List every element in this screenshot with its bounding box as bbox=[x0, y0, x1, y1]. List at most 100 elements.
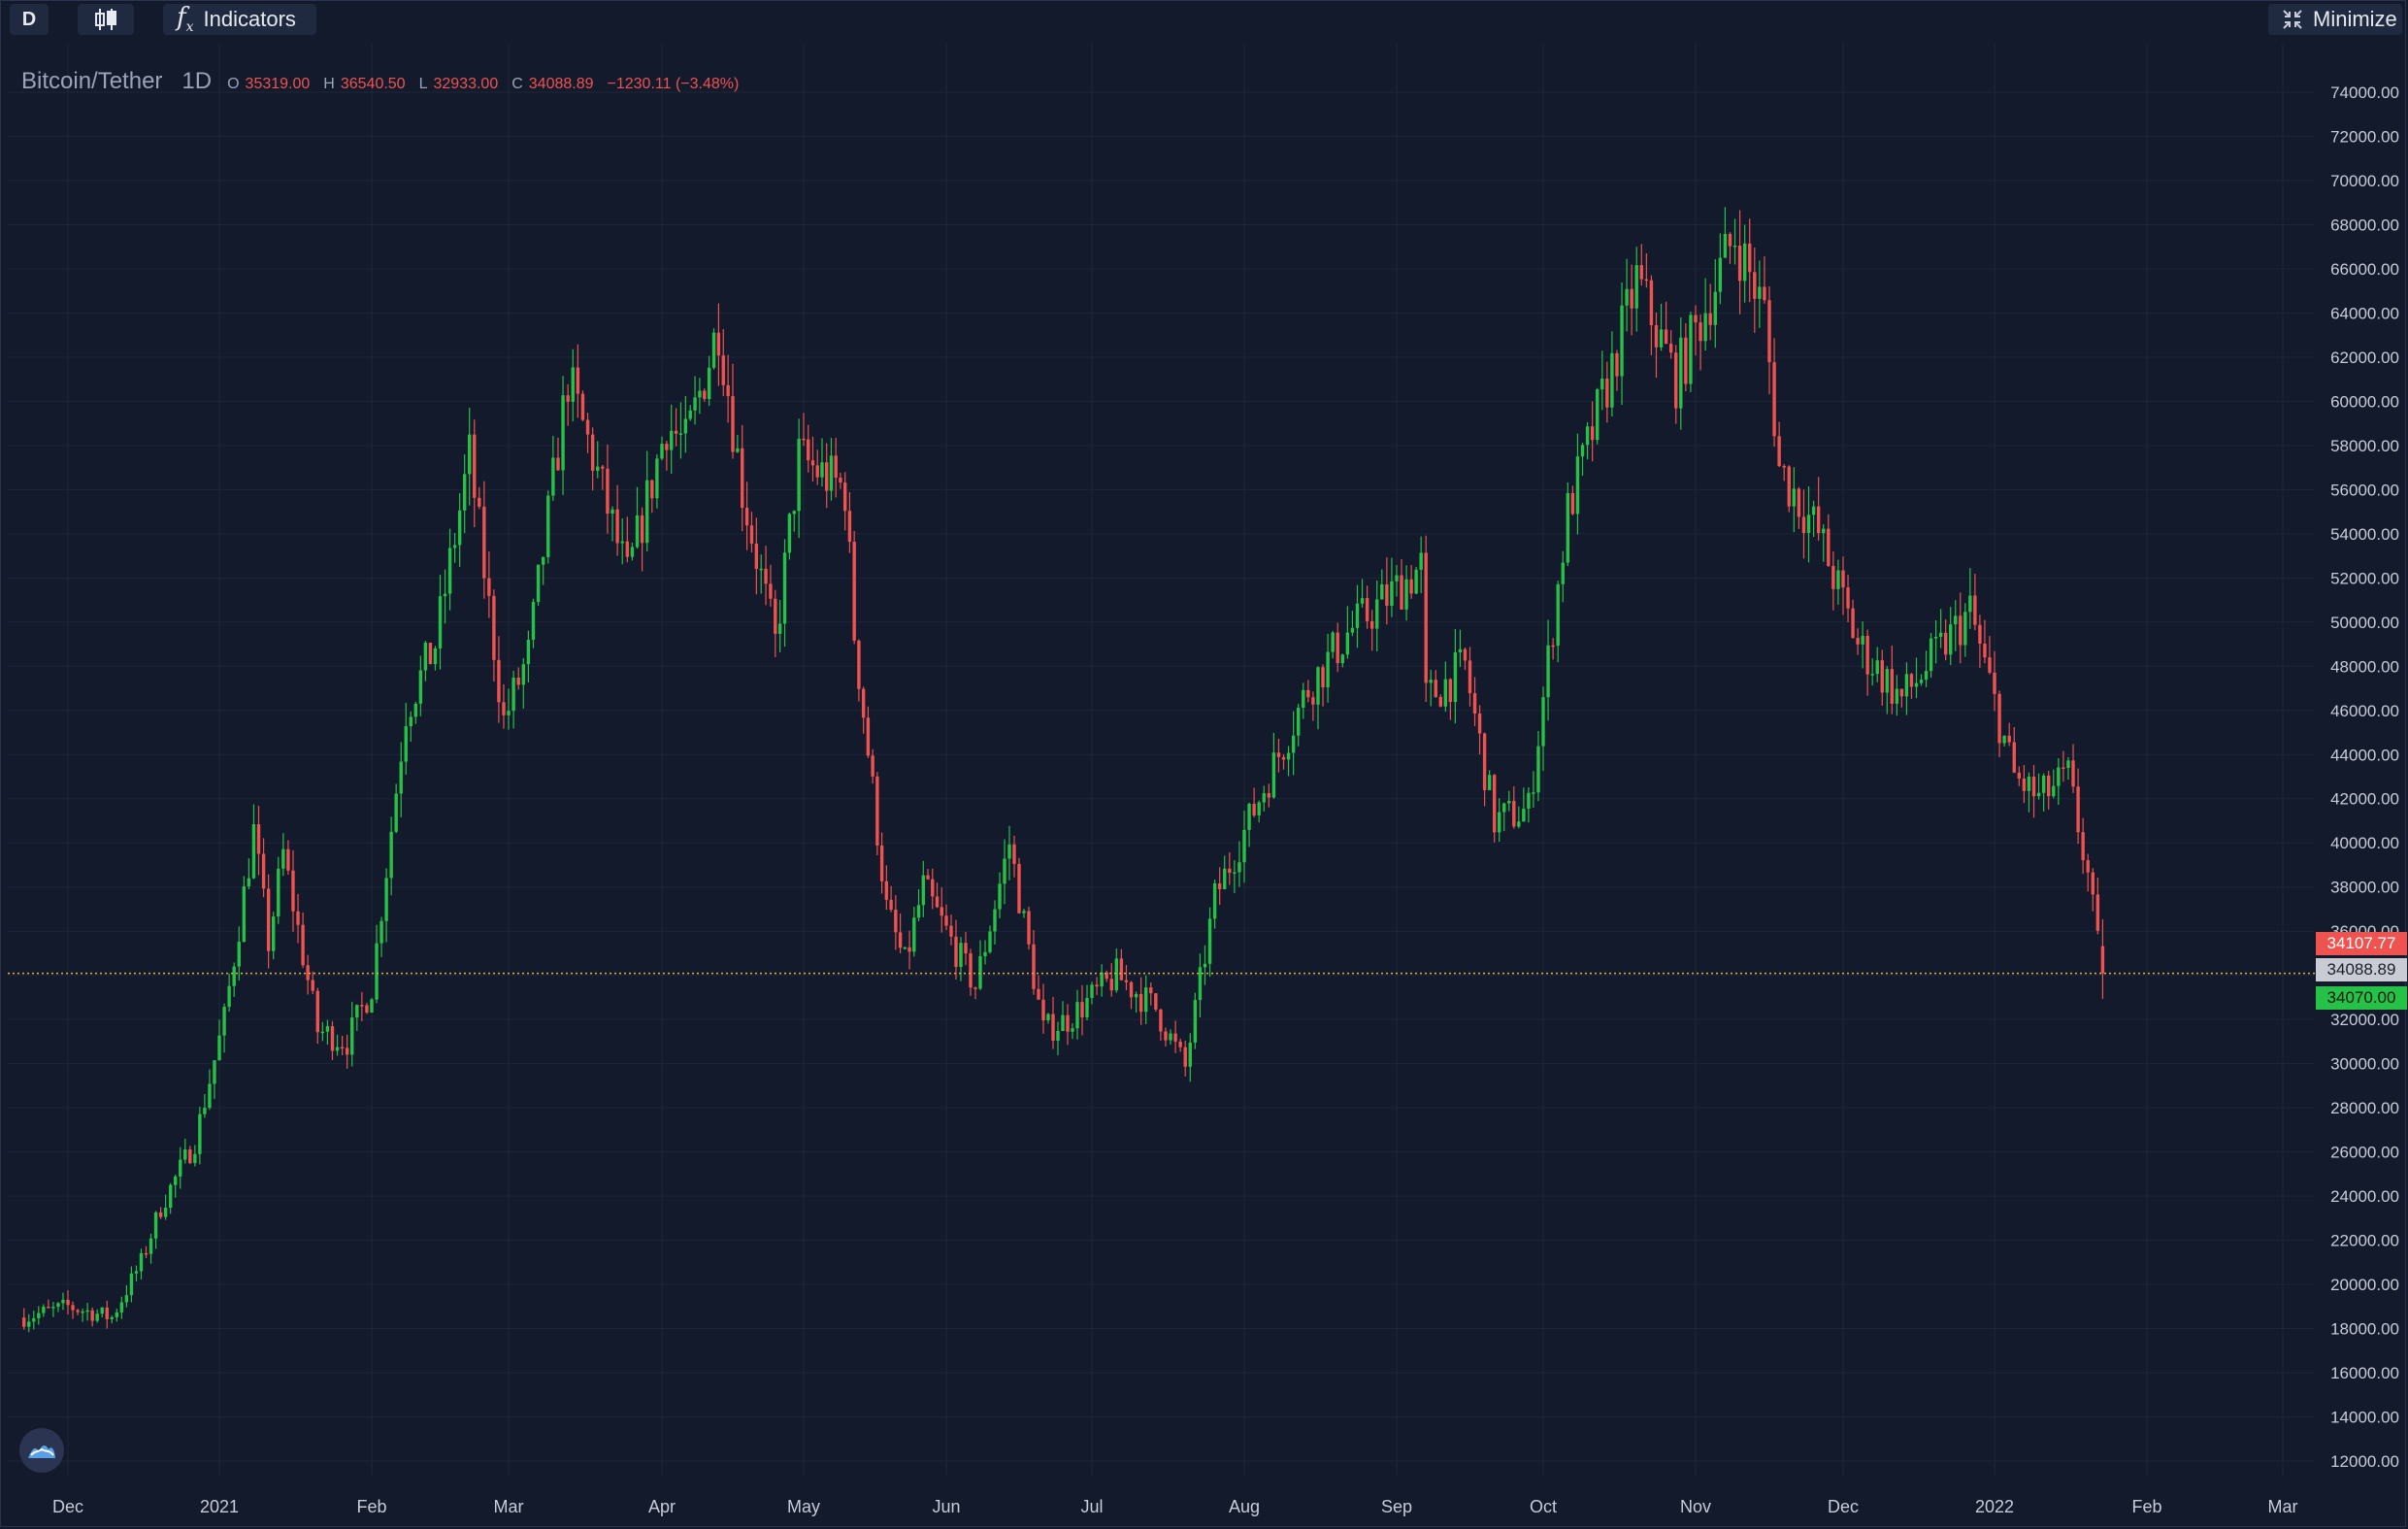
candle-body[interactable] bbox=[85, 1310, 89, 1313]
candle-body[interactable] bbox=[1963, 612, 1967, 646]
candle-body[interactable] bbox=[1836, 570, 1840, 589]
candle-body[interactable] bbox=[384, 878, 388, 921]
candle-body[interactable] bbox=[1522, 809, 1526, 822]
candle-body[interactable] bbox=[921, 875, 925, 906]
candle-body[interactable] bbox=[1154, 993, 1158, 1010]
candle-body[interactable] bbox=[1909, 674, 1914, 687]
candle-body[interactable] bbox=[423, 643, 428, 671]
candle-body[interactable] bbox=[478, 497, 481, 507]
candle-body[interactable] bbox=[1350, 627, 1355, 633]
candle-body[interactable] bbox=[51, 1307, 55, 1309]
candle-body[interactable] bbox=[1453, 652, 1458, 703]
candle-body[interactable] bbox=[179, 1159, 182, 1177]
candle-body[interactable] bbox=[1286, 752, 1291, 760]
candle-body[interactable] bbox=[139, 1252, 144, 1272]
candle-body[interactable] bbox=[1827, 528, 1831, 566]
candle-body[interactable] bbox=[916, 905, 921, 918]
candle-body[interactable] bbox=[1414, 569, 1418, 594]
candle-body[interactable] bbox=[227, 985, 231, 1008]
candle-body[interactable] bbox=[571, 367, 575, 402]
candle-body[interactable] bbox=[1257, 802, 1261, 815]
candle-body[interactable] bbox=[983, 951, 987, 957]
candle-body[interactable] bbox=[2041, 775, 2046, 793]
candle-body[interactable] bbox=[792, 511, 796, 515]
candle-body[interactable] bbox=[335, 1047, 340, 1051]
candle-body[interactable] bbox=[511, 677, 515, 712]
candle-body[interactable] bbox=[1988, 657, 1992, 673]
candle-body[interactable] bbox=[1914, 682, 1919, 687]
candle-body[interactable] bbox=[810, 460, 815, 466]
candle-body[interactable] bbox=[1659, 329, 1664, 348]
candle-body[interactable] bbox=[203, 1108, 207, 1114]
candle-body[interactable] bbox=[1949, 624, 1953, 655]
candle-body[interactable] bbox=[251, 824, 256, 879]
candle-body[interactable] bbox=[1203, 963, 1207, 968]
candle-body[interactable] bbox=[726, 384, 730, 397]
candle-body[interactable] bbox=[1856, 638, 1860, 645]
candle-body[interactable] bbox=[969, 953, 973, 988]
candle-body[interactable] bbox=[409, 716, 412, 727]
candle-body[interactable] bbox=[1271, 752, 1276, 798]
candle-body[interactable] bbox=[787, 514, 792, 553]
candle-body[interactable] bbox=[315, 990, 319, 1033]
candle-body[interactable] bbox=[1694, 315, 1698, 323]
candle-body[interactable] bbox=[2081, 832, 2085, 861]
candle-body[interactable] bbox=[1233, 872, 1237, 874]
candle-body[interactable] bbox=[198, 1114, 202, 1154]
candle-body[interactable] bbox=[340, 1047, 345, 1049]
candle-body[interactable] bbox=[1183, 1047, 1187, 1067]
candle-body[interactable] bbox=[1041, 999, 1045, 1021]
candle-body[interactable] bbox=[736, 448, 740, 452]
candle-body[interactable] bbox=[640, 515, 644, 544]
candle-body[interactable] bbox=[964, 943, 968, 954]
candle-body[interactable] bbox=[306, 965, 310, 981]
candle-body[interactable] bbox=[1512, 800, 1516, 827]
candle-body[interactable] bbox=[1668, 344, 1673, 353]
candle-body[interactable] bbox=[1664, 329, 1668, 345]
candle-body[interactable] bbox=[222, 1007, 226, 1036]
candle-body[interactable] bbox=[1281, 756, 1286, 760]
candle-body[interactable] bbox=[926, 875, 930, 880]
candle-body[interactable] bbox=[95, 1313, 99, 1321]
candle-body[interactable] bbox=[1620, 305, 1624, 377]
candle-body[interactable] bbox=[1395, 575, 1399, 582]
candle-body[interactable] bbox=[1114, 958, 1119, 991]
candle-body[interactable] bbox=[1297, 707, 1301, 736]
candle-body[interactable] bbox=[1212, 882, 1217, 919]
candle-body[interactable] bbox=[27, 1321, 31, 1327]
candle-body[interactable] bbox=[566, 395, 570, 402]
candle-body[interactable] bbox=[1321, 667, 1325, 687]
candle-body[interactable] bbox=[100, 1307, 104, 1314]
candle-body[interactable] bbox=[615, 509, 619, 544]
candle-body[interactable] bbox=[1105, 972, 1108, 980]
candle-body[interactable] bbox=[660, 444, 664, 459]
candle-body[interactable] bbox=[749, 525, 754, 544]
candle-body[interactable] bbox=[61, 1299, 65, 1304]
candle-body[interactable] bbox=[898, 932, 903, 948]
candle-body[interactable] bbox=[76, 1310, 80, 1313]
candle-body[interactable] bbox=[1482, 733, 1487, 790]
candle-body[interactable] bbox=[1831, 565, 1835, 589]
candle-body[interactable] bbox=[721, 355, 725, 385]
candle-body[interactable] bbox=[541, 556, 545, 565]
candle-body[interactable] bbox=[1703, 313, 1707, 342]
candle-body[interactable] bbox=[1477, 713, 1482, 734]
candle-body[interactable] bbox=[1938, 632, 1943, 637]
candle-body[interactable] bbox=[1654, 324, 1659, 348]
candle-body[interactable] bbox=[1742, 243, 1747, 282]
candle-body[interactable] bbox=[1400, 575, 1403, 610]
candle-body[interactable] bbox=[183, 1149, 187, 1160]
candle-body[interactable] bbox=[1684, 337, 1688, 384]
candle-body[interactable] bbox=[1748, 243, 1752, 273]
candle-body[interactable] bbox=[443, 593, 447, 597]
candle-body[interactable] bbox=[418, 670, 423, 704]
candle-body[interactable] bbox=[1198, 967, 1203, 1001]
candle-body[interactable] bbox=[1331, 632, 1335, 652]
candle-body[interactable] bbox=[650, 480, 654, 499]
candle-body[interactable] bbox=[124, 1295, 129, 1303]
candle-body[interactable] bbox=[1933, 636, 1938, 639]
candle-body[interactable] bbox=[277, 868, 280, 917]
candle-body[interactable] bbox=[521, 664, 525, 685]
candle-body[interactable] bbox=[1409, 579, 1413, 594]
candle-body[interactable] bbox=[1787, 466, 1791, 507]
